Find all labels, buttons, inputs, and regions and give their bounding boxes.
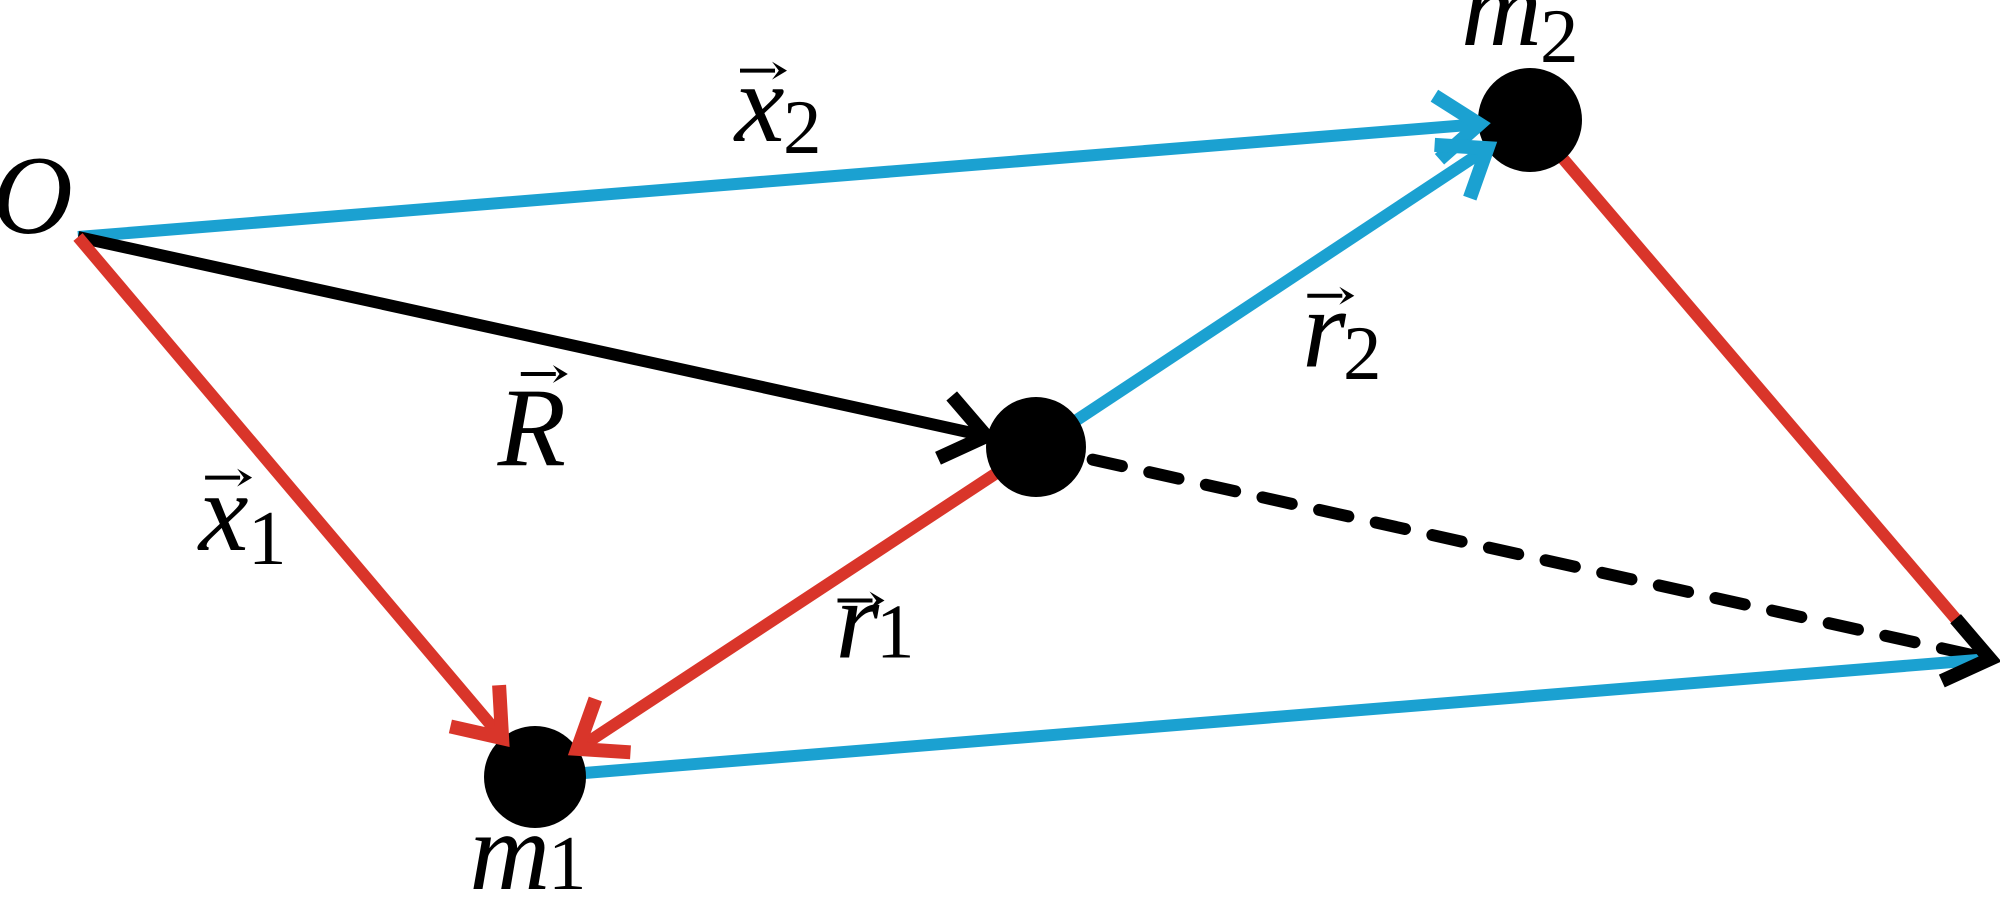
svg-text:m: m [469,790,550,909]
svg-text:r: r [836,558,880,682]
svg-text:O: O [0,134,73,258]
svg-text:m: m [1461,0,1542,70]
svg-text:2: 2 [783,84,822,170]
svg-text:x: x [733,42,785,166]
svg-text:1: 1 [248,495,287,581]
svg-text:2: 2 [1540,0,1579,79]
svg-text:x: x [197,451,249,575]
svg-text:R: R [497,367,566,491]
svg-text:1: 1 [548,820,587,906]
svg-text:r: r [1302,268,1346,392]
svg-text:2: 2 [1343,310,1382,396]
